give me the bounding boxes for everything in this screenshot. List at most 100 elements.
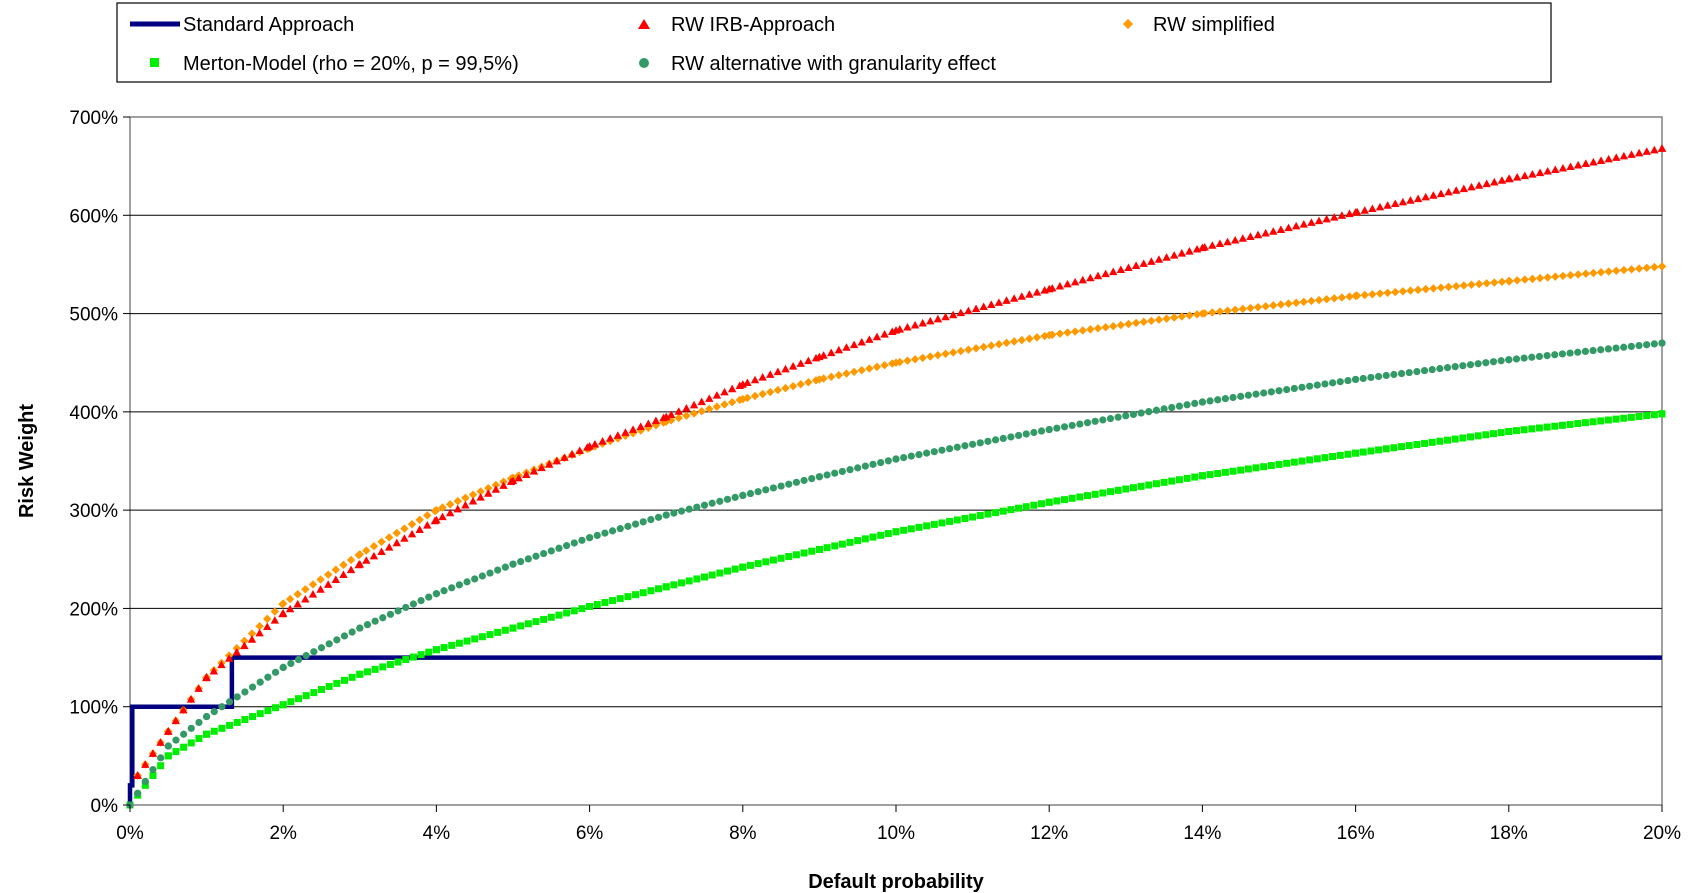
curve-marker xyxy=(1352,375,1360,384)
curve-marker xyxy=(621,428,630,436)
curve-marker xyxy=(1344,450,1352,458)
curve-marker xyxy=(624,593,632,601)
curve-marker xyxy=(1198,398,1206,406)
curve-marker xyxy=(933,350,943,360)
curve-marker xyxy=(157,754,165,762)
curve-marker xyxy=(884,457,892,465)
curve-marker xyxy=(1214,469,1222,477)
curve-marker xyxy=(819,374,828,383)
curve-marker xyxy=(287,659,295,668)
curve-marker xyxy=(811,376,821,385)
curve-marker xyxy=(1627,150,1636,158)
curve-marker xyxy=(1512,427,1520,435)
curve-marker xyxy=(491,480,501,490)
curve-marker xyxy=(1091,417,1099,425)
curve-marker xyxy=(1168,477,1176,485)
curve-marker xyxy=(1131,261,1141,269)
curve-marker xyxy=(746,489,755,498)
curve-marker xyxy=(888,327,897,335)
curve-marker xyxy=(1070,327,1080,336)
curve-marker xyxy=(377,547,386,555)
curve-marker xyxy=(354,560,363,569)
curve-marker xyxy=(1589,268,1598,278)
curve-marker xyxy=(1078,326,1087,335)
curve-marker xyxy=(1374,372,1383,381)
curve-marker xyxy=(1642,147,1651,155)
curve-marker xyxy=(1299,220,1308,228)
curve-marker xyxy=(1086,273,1095,282)
curve-marker xyxy=(964,345,973,354)
curve-marker xyxy=(471,635,479,643)
curve-marker xyxy=(171,716,180,725)
curve-marker xyxy=(831,469,839,477)
curve-marker xyxy=(1459,434,1467,442)
curve-marker xyxy=(1045,425,1053,434)
curve-marker xyxy=(1055,281,1065,290)
curve-marker xyxy=(1573,270,1583,279)
curve-marker xyxy=(1421,439,1429,447)
curve-marker xyxy=(149,766,157,774)
curve-marker xyxy=(1170,251,1179,259)
curve-marker xyxy=(1413,440,1421,448)
curve-marker xyxy=(766,387,775,397)
curve-marker xyxy=(788,381,798,391)
curve-marker xyxy=(1322,214,1331,223)
curve-marker xyxy=(1053,424,1061,432)
curve-marker xyxy=(163,727,173,735)
curve-marker xyxy=(1642,263,1651,273)
curve-marker xyxy=(1482,431,1490,439)
curve-marker xyxy=(217,660,226,669)
curve-marker xyxy=(746,561,754,569)
curve-marker xyxy=(1045,498,1053,506)
curve-marker xyxy=(240,636,249,646)
curve-marker xyxy=(1099,416,1107,424)
curve-marker xyxy=(815,545,823,553)
curve-marker xyxy=(1436,365,1444,373)
curve-marker xyxy=(172,748,180,756)
curve-marker xyxy=(769,484,778,492)
curve-marker xyxy=(369,542,379,551)
curve-marker xyxy=(608,527,617,535)
curve-marker xyxy=(476,493,485,501)
curve-marker xyxy=(1359,374,1367,383)
curve-marker xyxy=(362,556,371,564)
curve-marker xyxy=(1215,307,1225,316)
y-tick-label: 700% xyxy=(69,108,118,129)
curve-marker xyxy=(785,553,793,561)
curve-marker xyxy=(953,443,961,451)
curve-marker xyxy=(1314,295,1324,305)
curve-marker xyxy=(1551,165,1560,174)
curve-marker xyxy=(570,607,578,615)
curve-marker xyxy=(1520,426,1528,434)
curve-marker xyxy=(1129,484,1137,492)
curve-marker xyxy=(1643,412,1651,420)
curve-marker xyxy=(524,620,532,628)
curve-marker xyxy=(1474,279,1484,289)
curve-marker xyxy=(1558,163,1568,172)
curve-marker xyxy=(455,639,463,647)
curve-marker xyxy=(1206,397,1214,405)
curve-marker xyxy=(1269,227,1278,235)
curve-marker xyxy=(448,641,456,649)
curve-marker xyxy=(1032,333,1042,342)
curve-marker xyxy=(331,565,341,574)
curve-marker xyxy=(563,542,571,550)
curve-marker xyxy=(1162,253,1171,261)
curve-marker xyxy=(888,359,897,368)
curve-marker xyxy=(402,656,410,664)
curve-marker xyxy=(432,646,440,654)
curve-marker xyxy=(425,648,433,656)
curve-marker xyxy=(915,523,923,531)
curve-marker xyxy=(386,610,395,618)
curve-marker xyxy=(1429,284,1438,293)
curve-marker xyxy=(187,724,195,732)
curve-marker xyxy=(316,575,325,584)
y-tick-label: 400% xyxy=(69,403,118,424)
curve-marker xyxy=(1040,331,1049,341)
curve-marker xyxy=(417,651,425,659)
curve-marker xyxy=(842,369,851,378)
curve-marker xyxy=(563,609,571,617)
legend-box xyxy=(116,2,1552,83)
curve-marker xyxy=(272,704,280,712)
curve-marker xyxy=(651,416,661,425)
